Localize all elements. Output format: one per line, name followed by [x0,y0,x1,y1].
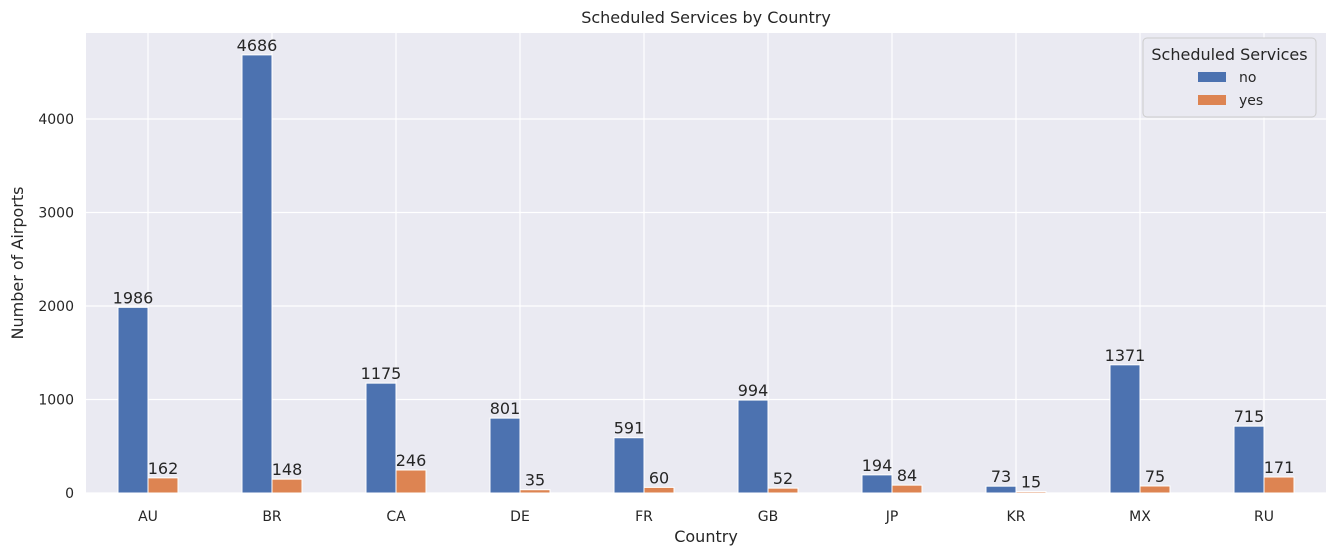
data-label-yes-kr: 15 [1021,473,1041,492]
bar-no-ca [365,382,397,494]
y-tick-label: 3000 [38,206,74,222]
bar-no-br [241,54,273,494]
bar-no-kr [985,485,1017,494]
bar-no-jp [861,474,893,494]
data-label-no-ru: 715 [1234,407,1265,426]
data-label-no-fr: 591 [614,419,645,438]
y-tick-label: 0 [65,486,74,502]
y-tick-labels: 0 1000 2000 3000 4000 [38,112,74,502]
data-label-no-br: 4686 [237,36,278,55]
data-label-yes-de: 35 [525,471,545,490]
y-tick-label: 4000 [38,112,74,128]
data-label-no-kr: 73 [991,467,1011,486]
y-tick-label: 2000 [38,299,74,315]
data-labels: 1986 162 4686 148 1175 246 801 35 591 60 994 52 1948… [113,36,1295,492]
legend-items: no yes [1198,70,1263,109]
legend-box [1142,37,1317,118]
x-tick-label: CA [386,509,406,525]
y-axis-label: Number of Airports [8,187,27,340]
x-tick-label: KR [1007,509,1026,525]
data-label-yes-br: 148 [272,460,303,479]
x-tick-label: DE [510,509,530,525]
data-label-no-gb: 994 [738,381,769,400]
x-tick-label: AU [138,509,158,525]
legend-swatch-yes [1198,95,1226,105]
bar-yes-ca [395,469,427,494]
data-label-no-jp: 194 [862,456,893,475]
legend-title: Scheduled Services [1151,45,1307,64]
legend: Scheduled Services no yes [1142,37,1317,118]
bar-yes-au [147,477,179,494]
bar-yes-ru [1263,476,1295,494]
x-tick-label: RU [1254,509,1274,525]
data-label-yes-fr: 60 [649,468,669,487]
x-tick-label: BR [262,509,282,525]
y-tick-label: 1000 [38,393,74,409]
legend-label-yes: yes [1239,93,1263,109]
bar-no-fr [613,437,645,494]
x-tick-label: MX [1129,509,1151,525]
x-tick-label: GB [758,509,778,525]
bar-yes-br [271,478,303,494]
bar-yes-gb [767,487,799,494]
legend-label-no: no [1239,70,1256,86]
bar-yes-mx [1139,485,1171,494]
data-label-yes-gb: 52 [773,469,793,488]
bar-yes-kr [1015,491,1047,494]
x-tick-labels: AU BR CA DE FR GB JP KR MX RU [138,509,1274,525]
data-label-yes-jp: 84 [897,466,917,485]
data-label-no-de: 801 [490,399,521,418]
bar-yes-de [519,489,551,494]
legend-swatch-no [1198,72,1226,82]
bar-yes-jp [891,484,923,494]
bar-no-gb [737,399,769,494]
x-tick-label: FR [635,509,653,525]
bars [117,54,1295,494]
data-label-yes-ru: 171 [1264,458,1295,477]
bar-no-mx [1109,364,1141,494]
bar-yes-fr [643,486,675,494]
data-label-no-au: 1986 [113,288,154,307]
data-label-yes-ca: 246 [396,451,427,470]
x-tick-label: JP [885,509,899,525]
chart-title: Scheduled Services by Country [581,8,831,27]
bar-no-de [489,417,521,494]
data-label-no-mx: 1371 [1105,346,1146,365]
x-axis-label: Country [674,527,738,546]
data-label-yes-mx: 75 [1145,467,1165,486]
data-label-yes-au: 162 [148,459,179,478]
data-label-no-ca: 1175 [361,364,402,383]
bar-no-au [117,306,149,494]
bar-no-ru [1233,425,1265,494]
